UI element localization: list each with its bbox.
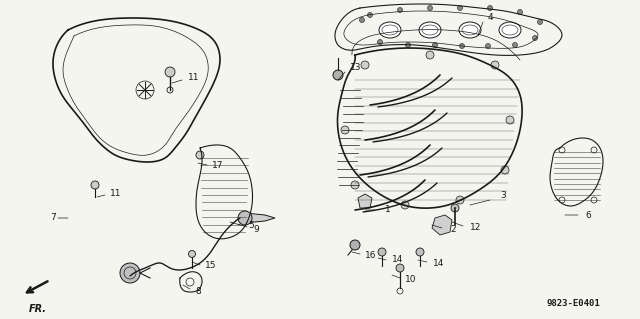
Text: 13: 13 [350,63,362,72]
Text: 11: 11 [188,73,200,83]
Ellipse shape [382,25,398,35]
Circle shape [91,181,99,189]
Text: 10: 10 [405,276,417,285]
Circle shape [460,43,465,48]
Text: 1: 1 [385,205,391,214]
Circle shape [378,248,386,256]
Circle shape [416,248,424,256]
Polygon shape [245,213,275,223]
Circle shape [426,51,434,59]
Text: 5: 5 [248,220,253,229]
Circle shape [360,18,365,23]
Circle shape [367,12,372,18]
Circle shape [538,19,543,25]
Circle shape [458,5,463,11]
Circle shape [378,40,383,44]
Ellipse shape [502,25,518,35]
Circle shape [433,42,438,48]
Text: 7: 7 [50,213,56,222]
Circle shape [518,10,522,14]
Text: 11: 11 [110,189,122,197]
Text: 3: 3 [500,190,506,199]
Circle shape [488,5,493,11]
Text: 14: 14 [392,256,403,264]
Ellipse shape [459,22,481,38]
Circle shape [351,181,359,189]
Text: 9823-E0401: 9823-E0401 [547,299,600,308]
Circle shape [120,263,140,283]
Polygon shape [432,215,452,235]
Circle shape [506,116,514,124]
Circle shape [396,264,404,272]
Text: 9: 9 [253,225,259,234]
Circle shape [350,240,360,250]
Circle shape [238,211,252,225]
Circle shape [341,126,349,134]
Text: 12: 12 [470,224,481,233]
Polygon shape [358,194,372,208]
Circle shape [428,5,433,11]
Text: FR.: FR. [29,304,47,314]
Circle shape [513,42,518,48]
Ellipse shape [422,25,438,35]
Ellipse shape [499,22,521,38]
Circle shape [532,35,538,41]
Text: 14: 14 [433,258,444,268]
Circle shape [361,61,369,69]
Circle shape [456,196,464,204]
Text: 17: 17 [212,160,223,169]
Circle shape [189,250,195,257]
Circle shape [486,43,490,48]
Text: 2: 2 [450,226,456,234]
Text: 6: 6 [585,211,591,219]
Circle shape [491,61,499,69]
Circle shape [397,8,403,12]
Circle shape [501,166,509,174]
Circle shape [165,67,175,77]
Circle shape [196,151,204,159]
Text: 16: 16 [365,250,376,259]
Ellipse shape [379,22,401,38]
Circle shape [401,201,409,209]
Ellipse shape [462,25,478,35]
Circle shape [406,42,410,48]
Text: 15: 15 [205,261,216,270]
Ellipse shape [419,22,441,38]
Text: 8: 8 [195,286,201,295]
Circle shape [333,70,343,80]
Text: 4: 4 [488,13,493,23]
Circle shape [451,204,459,212]
